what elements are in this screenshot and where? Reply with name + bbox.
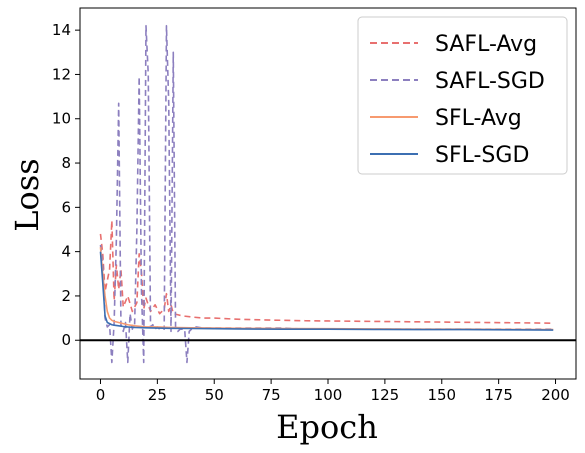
y-tick-label: 14 [52, 21, 71, 39]
x-tick-label: 125 [371, 386, 400, 404]
x-tick-label: 50 [205, 386, 224, 404]
legend-box [357, 16, 568, 175]
y-tick-label: 10 [52, 110, 71, 128]
legend: SAFL-Avg SAFL-SGD SFL-Avg SFL-SGD [357, 16, 568, 175]
x-tick-label: 25 [148, 386, 167, 404]
x-tick-label: 200 [541, 386, 570, 404]
y-tick-label: 0 [61, 331, 71, 349]
y-tick-label: 6 [61, 198, 71, 216]
y-tick-label: 8 [61, 154, 71, 172]
y-axis-title: Loss [8, 158, 46, 231]
x-tick-label: 100 [314, 386, 343, 404]
x-tick-label: 175 [484, 386, 513, 404]
x-axis: 0 25 50 75 100 125 150 175 200 [96, 379, 570, 404]
y-tick-label: 4 [61, 243, 71, 261]
legend-label-sfl-avg: SFL-Avg [435, 106, 522, 131]
x-tick-label: 75 [262, 386, 281, 404]
y-tick-label: 12 [52, 65, 71, 83]
x-axis-title: Epoch [276, 408, 378, 446]
series-line-safl-avg [99, 219, 554, 324]
x-tick-label: 150 [427, 386, 456, 404]
y-tick-label: 2 [61, 287, 71, 305]
y-axis: 0 2 4 6 8 10 12 14 [52, 21, 80, 349]
legend-label-safl-sgd: SAFL-SGD [435, 69, 545, 94]
series-layer [99, 24, 554, 364]
x-tick-label: 0 [96, 386, 106, 404]
series-line-sfl-sgd [99, 251, 554, 331]
legend-label-safl-avg: SAFL-Avg [435, 32, 537, 57]
legend-label-sfl-sgd: SFL-SGD [435, 143, 529, 168]
